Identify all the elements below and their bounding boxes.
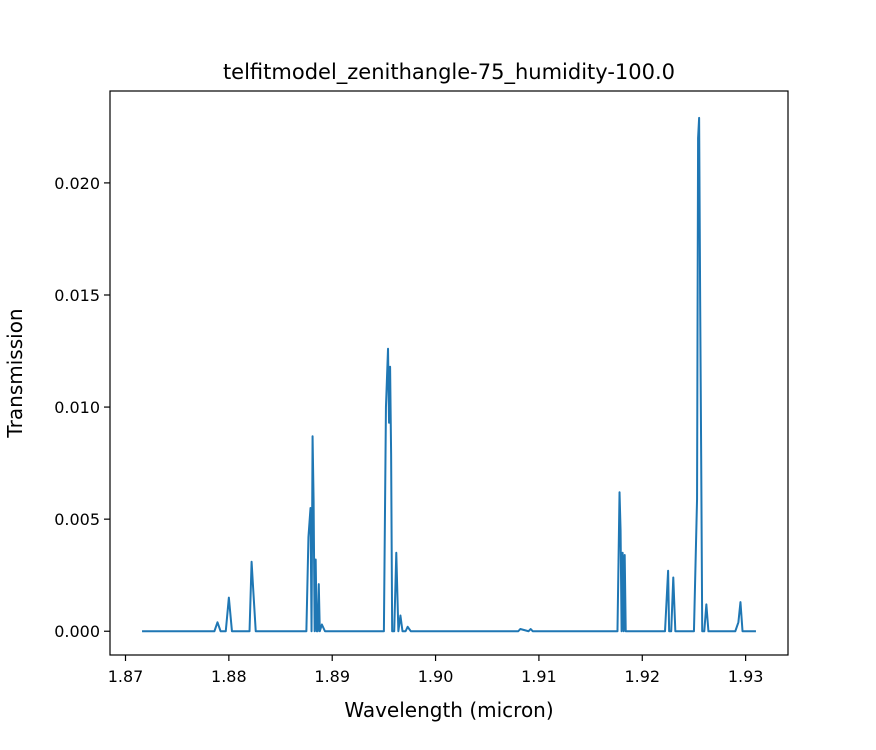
- y-tick-label: 0.015: [54, 286, 100, 305]
- x-tick-label: 1.92: [624, 667, 660, 686]
- x-axis: 1.87 1.88 1.89 1.90 1.91 1.92 1.93: [108, 655, 764, 686]
- y-axis-label: Transmission: [3, 308, 27, 438]
- y-axis: 0.000 0.005 0.010 0.015 0.020: [54, 174, 110, 641]
- transmission-line: [142, 116, 756, 633]
- y-tick-label: 0.010: [54, 398, 100, 417]
- plot-background: [110, 91, 788, 655]
- y-tick-label: 0.000: [54, 622, 100, 641]
- x-tick-label: 1.88: [211, 667, 247, 686]
- x-tick-label: 1.89: [314, 667, 350, 686]
- axes-frame: [109, 90, 789, 656]
- plot-area: [109, 90, 789, 656]
- chart-title: telfitmodel_zenithangle-75_humidity-100.…: [223, 60, 675, 85]
- y-tick-label: 0.005: [54, 510, 100, 529]
- x-tick-label: 1.93: [728, 667, 764, 686]
- y-tick-label: 0.020: [54, 174, 100, 193]
- x-tick-label: 1.90: [418, 667, 454, 686]
- x-tick-label: 1.91: [521, 667, 557, 686]
- x-tick-label: 1.87: [108, 667, 144, 686]
- x-axis-label: Wavelength (micron): [344, 698, 553, 722]
